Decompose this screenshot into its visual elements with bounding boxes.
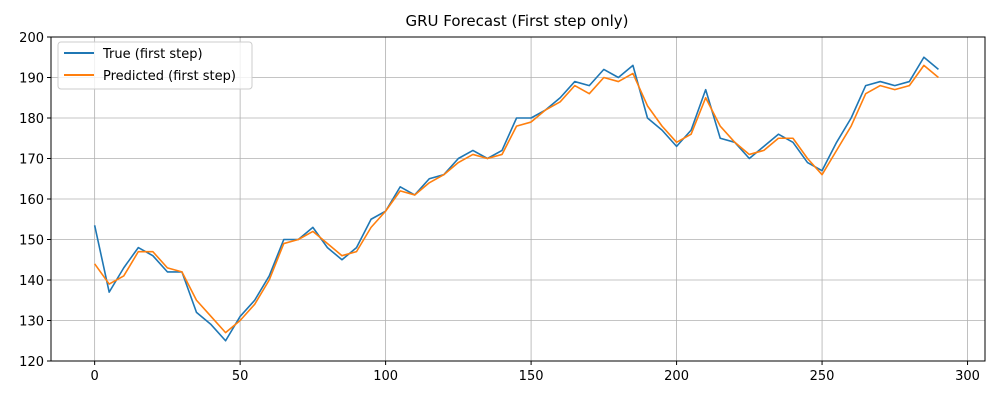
chart-title: GRU Forecast (First step only) — [405, 12, 628, 30]
legend-box — [57, 41, 253, 90]
x-tick-label: 50 — [232, 369, 249, 384]
legend: True (first step) Predicted (first step) — [57, 41, 253, 90]
x-tick-label: 250 — [810, 369, 835, 384]
y-tick-label: 160 — [19, 193, 44, 208]
y-tick-label: 190 — [19, 72, 44, 87]
x-tick-label: 100 — [373, 369, 398, 384]
y-tick-label: 140 — [19, 274, 44, 289]
y-tick-label: 170 — [19, 153, 44, 168]
y-tick-label: 120 — [19, 355, 44, 370]
y-tick-label: 180 — [19, 112, 44, 127]
legend-label-predicted: Predicted (first step) — [103, 69, 236, 84]
x-tick-label: 200 — [664, 369, 689, 384]
y-tick-label: 200 — [19, 31, 44, 46]
series-line-predicted — [93, 64, 939, 334]
series-layer — [93, 56, 939, 342]
ticks: 0 50 100 150 200 250 300 120 130 140 150 160 170 180 1… — [19, 31, 980, 384]
x-tick-label: 0 — [91, 369, 99, 384]
y-tick-label: 130 — [19, 315, 44, 330]
legend-label-true: True (first step) — [102, 47, 203, 62]
y-tick-label: 150 — [19, 234, 44, 249]
x-tick-label: 300 — [955, 369, 980, 384]
x-tick-label: 150 — [519, 369, 544, 384]
